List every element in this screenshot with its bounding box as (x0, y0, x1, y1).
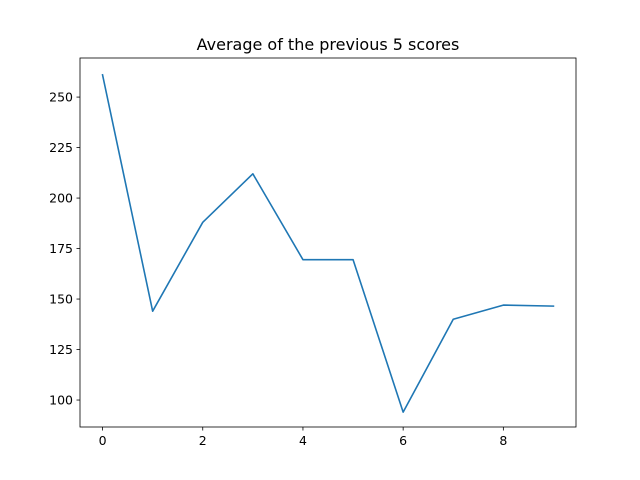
y-tick-label: 200 (49, 191, 73, 206)
x-axis: 0 2 4 6 8 (99, 427, 507, 448)
y-tick-label: 100 (49, 393, 73, 408)
x-tick-label: 6 (399, 433, 407, 448)
chart-title: Average of the previous 5 scores (197, 35, 460, 54)
x-tick-label: 2 (199, 433, 207, 448)
y-tick-label: 125 (49, 342, 73, 357)
x-tick-label: 8 (499, 433, 507, 448)
x-tick-label: 4 (299, 433, 307, 448)
y-axis: 100 125 150 175 200 225 250 (49, 90, 80, 408)
series-line (101, 73, 555, 413)
y-tick-label: 175 (49, 241, 73, 256)
y-tick-label: 150 (49, 292, 73, 307)
plot-frame (79, 57, 577, 428)
y-tick-label: 250 (49, 90, 73, 105)
x-tick-label: 0 (99, 433, 107, 448)
y-tick-label: 225 (49, 140, 73, 155)
